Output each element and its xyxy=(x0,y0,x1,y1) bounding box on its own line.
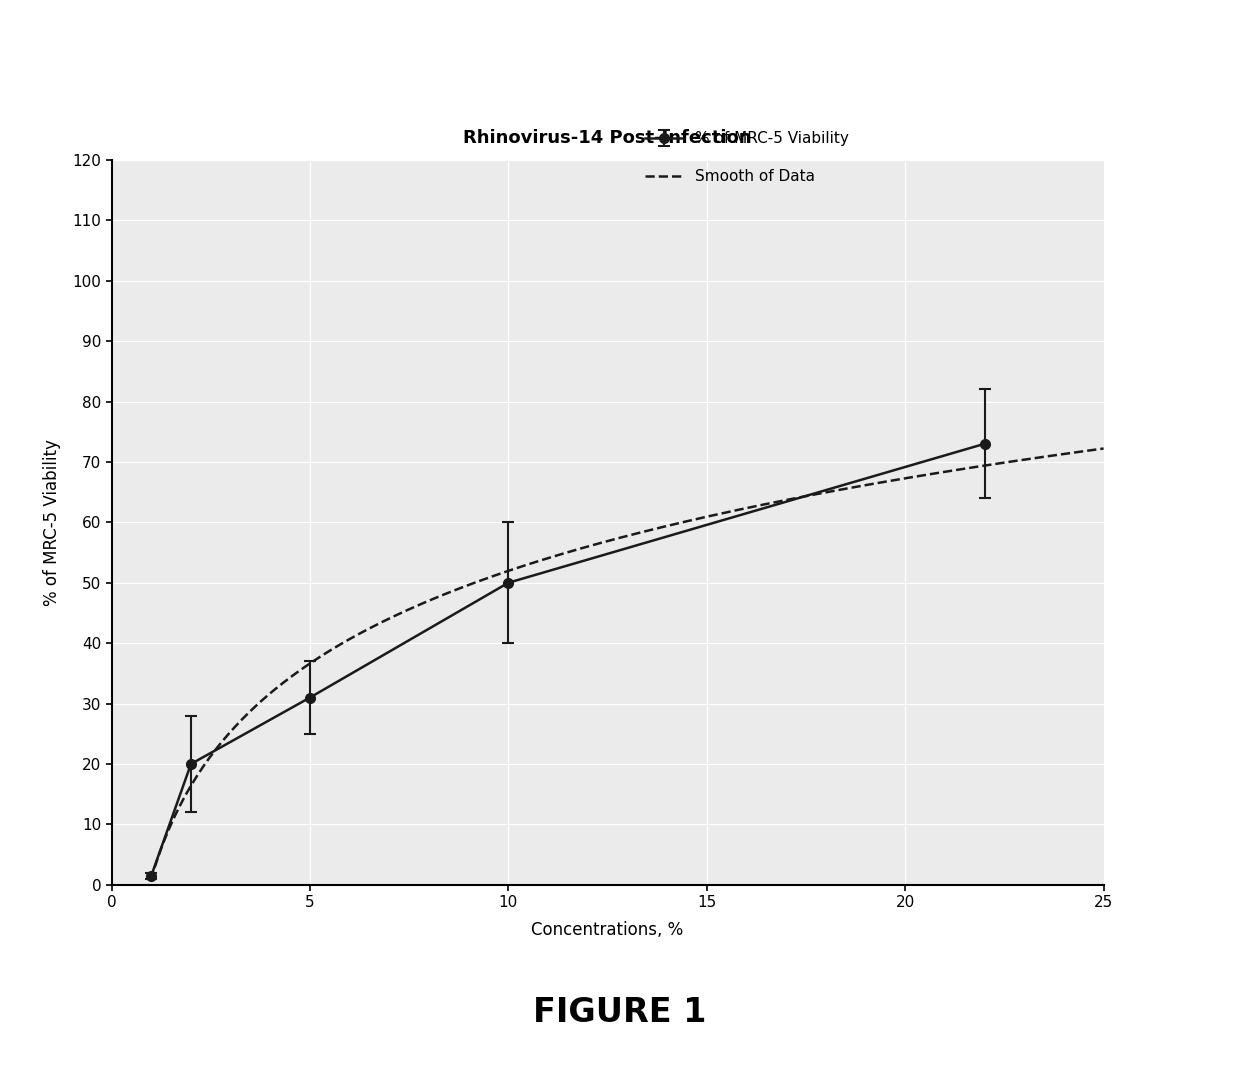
X-axis label: Concentrations, %: Concentrations, % xyxy=(532,921,683,939)
Legend: % of MRC-5 Viability, Smooth of Data: % of MRC-5 Viability, Smooth of Data xyxy=(645,131,849,184)
Smooth of Data xyxy=(703,510,718,522)
Smooth of Data xyxy=(1096,442,1111,455)
Smooth of Data xyxy=(944,465,959,478)
Smooth of Data xyxy=(1006,455,1021,468)
Y-axis label: % of MRC-5 Viability: % of MRC-5 Viability xyxy=(43,439,61,605)
Smooth of Data xyxy=(128,944,143,957)
Text: FIGURE 1: FIGURE 1 xyxy=(533,997,707,1029)
Smooth of Data xyxy=(699,511,714,523)
Title: Rhinovirus-14 Post-Infection: Rhinovirus-14 Post-Infection xyxy=(464,129,751,147)
Line: Smooth of Data: Smooth of Data xyxy=(131,449,1104,971)
Smooth of Data xyxy=(124,965,139,978)
Smooth of Data xyxy=(719,506,734,519)
